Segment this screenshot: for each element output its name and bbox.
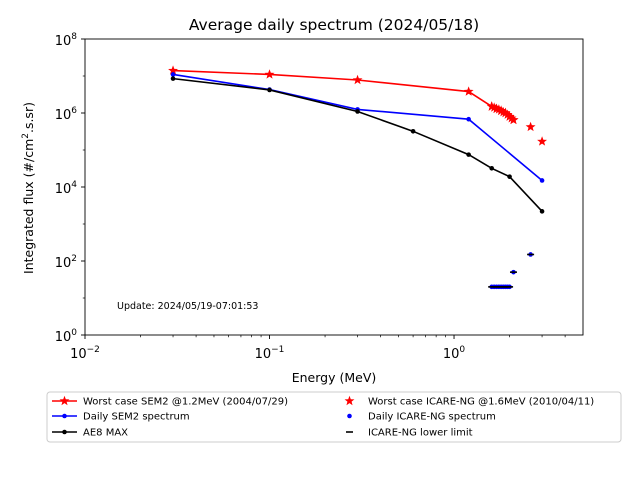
y-tick-label-base: 10 (55, 182, 72, 197)
series-1-point (539, 178, 545, 183)
legend-label: Daily ICARE-NG spectrum (368, 412, 496, 423)
series-0-point (463, 86, 474, 96)
legend-entry: Worst case SEM2 @1.2MeV (2004/07/29) (52, 395, 288, 408)
y-tick-label-exp: 8 (71, 32, 77, 42)
update-annotation: Update: 2024/05/19-07:01:53 (117, 301, 258, 312)
legend-label: Worst case SEM2 @1.2MeV (2004/07/29) (83, 397, 288, 408)
legend-marker (344, 395, 355, 406)
series-line-2 (172, 77, 543, 212)
series-3-point (500, 107, 511, 118)
x-tick-label: 10−1 (255, 345, 285, 362)
y-tick-label-exp: 6 (71, 106, 77, 116)
y-tick-label-exp: 2 (71, 254, 77, 264)
y-tick-label: 106 (55, 106, 78, 123)
y-axis-label-tail: .s.sr) (21, 102, 36, 133)
series-0-point (168, 65, 178, 75)
series-3-point (502, 109, 513, 119)
y-tick-label: 100 (55, 328, 78, 345)
legend-label: ICARE-NG lower limit (368, 428, 473, 439)
y-tick-label-base: 10 (55, 330, 72, 345)
series-3-point (506, 113, 517, 123)
series-2-point (507, 174, 512, 179)
legend-marker (347, 413, 352, 419)
plot-series-group (168, 65, 548, 290)
series-3-point (508, 114, 519, 125)
series-2-point (355, 109, 360, 114)
series-1-point (466, 116, 471, 122)
y-tick-label-base: 10 (55, 108, 72, 123)
y-tick-label-exp: 4 (71, 180, 77, 190)
series-3-point (537, 136, 548, 146)
series-0-point (264, 69, 275, 79)
series-3-point (496, 105, 507, 115)
plot-area (168, 65, 548, 290)
y-axis-label-superscript: 2 (21, 133, 31, 139)
x-axis-label: Energy (MeV) (292, 370, 377, 385)
chart-title: Average daily spectrum (2024/05/18) (189, 16, 479, 34)
series-2-point (410, 129, 416, 134)
series-2-point (539, 209, 545, 214)
legend-marker (62, 429, 67, 435)
legend-marker (59, 395, 70, 406)
y-axis-label: Integrated flux (#/cm2.s.sr) (21, 102, 36, 274)
y-tick-label-exp: 0 (71, 328, 77, 338)
x-tick-label-base: 10 (70, 347, 87, 362)
series-3-point (493, 104, 504, 114)
series-5 (488, 253, 535, 288)
series-3 (486, 101, 548, 146)
legend-label: Worst case ICARE-NG @1.6MeV (2010/04/11) (368, 397, 594, 408)
y-tick-label: 104 (55, 180, 78, 197)
legend: Worst case SEM2 @1.2MeV (2004/07/29) Wors… (46, 391, 622, 443)
series-2-point (466, 152, 471, 157)
y-tick-label-base: 10 (55, 256, 72, 271)
y-axis-label-main: Integrated flux (#/cm (21, 139, 36, 274)
y-tick-label: 102 (55, 254, 77, 271)
x-tick-label-base: 10 (443, 347, 460, 362)
legend-entry: Daily SEM2 spectrum (52, 412, 190, 423)
legend-entry: AE8 MAX (52, 428, 128, 439)
legend-marker (62, 413, 67, 419)
x-tick-label: 100 (443, 345, 466, 362)
legend-label: AE8 MAX (83, 428, 128, 439)
x-tick-label: 10−2 (70, 345, 100, 362)
legend-entry: Daily ICARE-NG spectrum (347, 412, 496, 423)
series-2-point (267, 87, 272, 93)
series-2-point (170, 76, 176, 81)
series-0-point (352, 74, 363, 85)
series-2-point (489, 166, 494, 171)
legend-box (46, 391, 622, 443)
x-tick-label-base: 10 (255, 347, 272, 362)
x-tick-label-exp: −1 (271, 345, 284, 355)
y-tick-label: 108 (55, 32, 78, 49)
series-3-point (504, 111, 515, 121)
y-tick-label-base: 10 (55, 34, 72, 49)
x-tick-label-exp: 0 (459, 345, 465, 355)
series-2 (170, 76, 545, 214)
legend-label: Daily SEM2 spectrum (83, 412, 190, 423)
series-1-point (170, 72, 176, 77)
x-tick-label-exp: −2 (87, 345, 100, 355)
legend-entry: Worst case ICARE-NG @1.6MeV (2010/04/11) (344, 395, 594, 408)
series-3-point (525, 121, 536, 132)
legend-entry: ICARE-NG lower limit (346, 428, 473, 439)
